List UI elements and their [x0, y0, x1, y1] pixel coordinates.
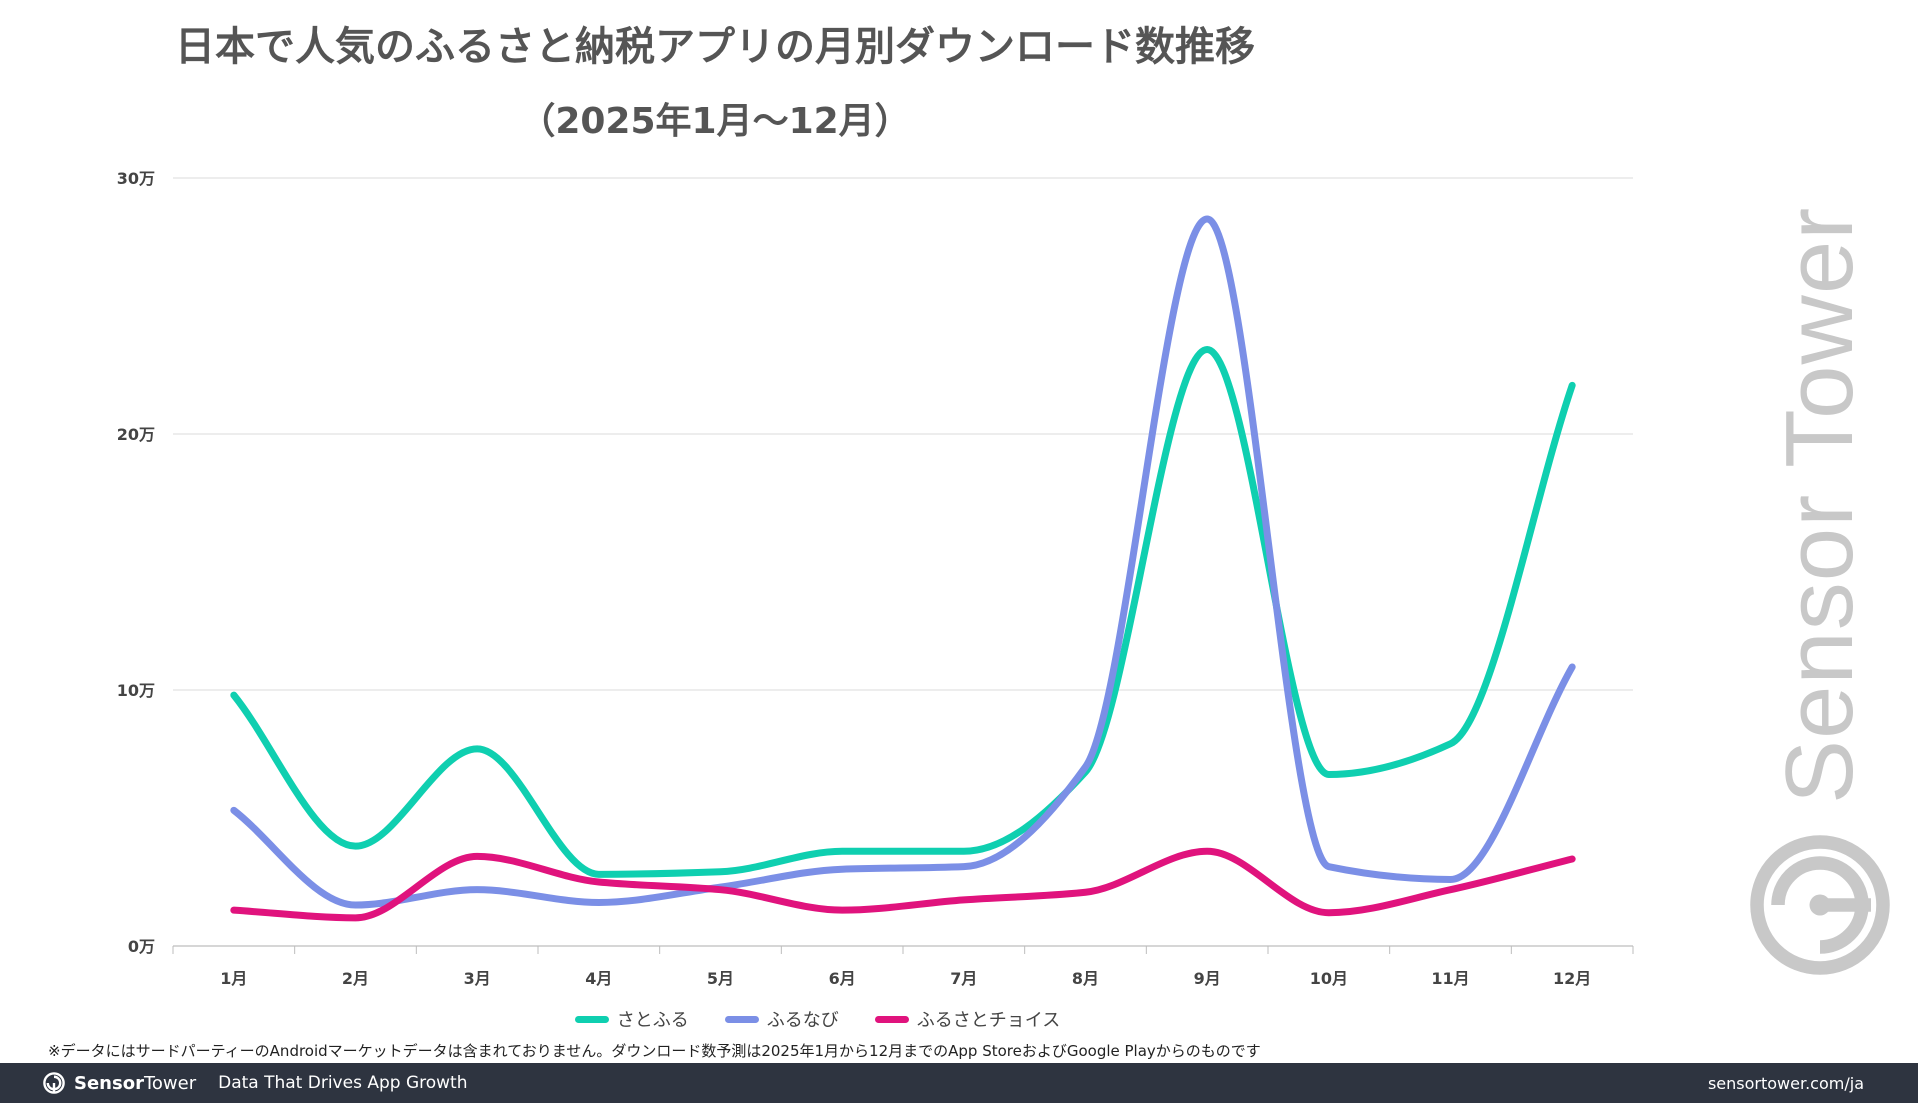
legend-item-2[interactable]: ふるなび: [724, 1006, 839, 1032]
legend-item-3[interactable]: ふるさとチョイス: [874, 1006, 1061, 1032]
legend-label: さとふる: [616, 1010, 689, 1031]
axes: 0万 10万 20万 30万 1月 2月 3月 4月 5月 6月 7月 8月 9月 10月 11月 12月: [117, 169, 1634, 988]
series-lines: [230, 215, 1576, 922]
y-tick-label: 0万: [128, 937, 155, 956]
legend: さとふる ふるなび ふるさとチョイス: [0, 1006, 1635, 1032]
x-tick-label: 6月: [829, 969, 856, 988]
legend-item-1[interactable]: さとふる: [574, 1006, 689, 1032]
x-tick-label: 5月: [707, 969, 734, 988]
footnote: ※データにはサードパーティーのAndroidマーケットデータは含まれておりません…: [48, 1042, 1261, 1060]
footer-tagline: Data That Drives App Growth: [218, 1073, 468, 1093]
y-tick-label: 20万: [117, 425, 155, 444]
footer-brand: SensorTower: [74, 1072, 197, 1094]
legend-label: ふるなび: [766, 1010, 839, 1031]
watermark: Sensor Tower: [1745, 207, 1895, 980]
series-line-2: [230, 215, 1576, 909]
chart-subtitle: （2025年1月〜12月）: [519, 101, 911, 142]
x-tick-label: 7月: [950, 969, 977, 988]
x-tick-label: 9月: [1194, 969, 1221, 988]
legend-swatch: [574, 1015, 609, 1023]
sensor-tower-logo-icon: [1750, 835, 1890, 975]
grid-lines: [173, 177, 1633, 947]
x-tick-label: 1月: [220, 969, 247, 988]
series-line-1: [230, 346, 1576, 878]
legend-label: ふるさとチョイス: [916, 1010, 1061, 1031]
x-tick-label: 3月: [464, 969, 491, 988]
x-tick-label: 12月: [1553, 969, 1591, 988]
x-tick-label: 4月: [585, 969, 612, 988]
x-tick-label: 8月: [1072, 969, 1099, 988]
footer-url[interactable]: sensortower.com/ja: [1707, 1073, 1864, 1093]
footer-bar: SensorTower Data That Drives App Growth …: [0, 1063, 1918, 1103]
chart-title: 日本で人気のふるさと納税アプリの月別ダウンロード数推移: [175, 24, 1255, 70]
series-line-3: [230, 847, 1576, 922]
legend-swatch: [874, 1015, 909, 1023]
watermark-text: Sensor Tower: [1766, 206, 1873, 804]
x-tick-label: 10月: [1310, 969, 1348, 988]
y-tick-label: 30万: [117, 169, 155, 188]
y-tick-label: 10万: [117, 681, 155, 700]
x-tick-label: 11月: [1431, 969, 1469, 988]
x-tick-label: 2月: [342, 969, 369, 988]
legend-swatch: [724, 1015, 759, 1023]
sensor-tower-logo-icon: [43, 1072, 65, 1094]
